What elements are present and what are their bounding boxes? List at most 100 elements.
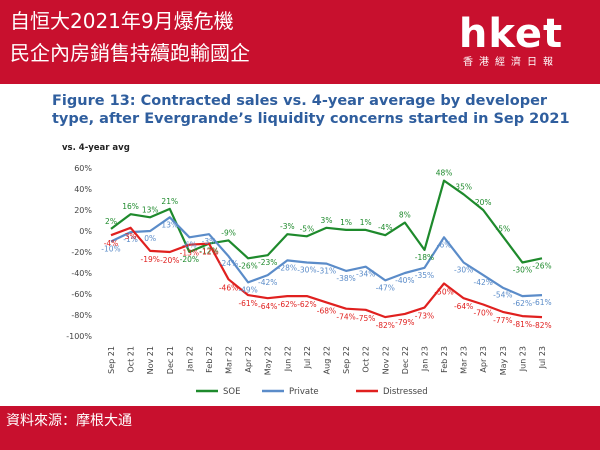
data-label-soe: -26% [532, 261, 551, 270]
y-tick-label: -100% [66, 332, 92, 341]
x-tick-label: Dec 22 [401, 346, 410, 374]
data-label-private: -3% [202, 237, 217, 246]
data-label-distressed: -82% [376, 321, 395, 330]
x-tick-label: Feb 23 [440, 346, 449, 373]
data-label-soe: -12% [199, 247, 218, 256]
data-label-private: -42% [258, 278, 277, 287]
series-lines [110, 179, 543, 319]
logo-subtitle: 香港經濟日報 [463, 57, 559, 68]
headline-line-1: 自恒大2021年9月爆危機 [10, 9, 234, 33]
data-label-private: -31% [317, 267, 336, 276]
data-label-distressed: -20% [160, 256, 179, 265]
y-tick-label: -20% [71, 248, 92, 257]
series-line-distressed [110, 226, 543, 319]
data-label-distressed: -19% [140, 255, 159, 264]
data-label-private: -47% [376, 283, 395, 292]
data-label-soe: -30% [513, 266, 532, 275]
data-label-distressed: -79% [395, 318, 414, 327]
data-label-private: -42% [474, 278, 493, 287]
data-label-soe: -26% [238, 261, 257, 270]
x-tick-label: Mar 23 [460, 346, 469, 374]
data-label-private: -35% [415, 271, 434, 280]
x-tick-label: Jan 22 [185, 346, 194, 372]
data-label-soe: 1% [360, 218, 372, 227]
y-axis: 60% 40% 20% 0% -20% -40% -60% -80% -100% [66, 164, 92, 341]
data-label-distressed: -68% [317, 306, 336, 315]
legend-label-private: Private [289, 387, 319, 397]
x-tick-label: May 23 [499, 346, 508, 375]
x-tick-label: Feb 22 [205, 346, 214, 373]
data-label-soe: 16% [122, 202, 139, 211]
chart-title: Figure 13: Contracted sales vs. 4-year a… [52, 93, 570, 127]
data-label-distressed: -70% [474, 309, 493, 318]
data-label-soe: 3% [321, 216, 333, 225]
data-label-distressed: -13% [180, 249, 199, 258]
x-tick-label: Aug 22 [323, 346, 332, 374]
data-label-distressed: -4% [104, 239, 119, 248]
data-label-distressed: -77% [493, 316, 512, 325]
line-chart: vs. 4-year avg 60% 40% 20% 0% -20% -40% -60% -8… [62, 143, 552, 397]
x-tick-label: Nov 22 [381, 346, 390, 374]
data-label-soe: 21% [161, 197, 178, 206]
data-label-private: -1% [123, 235, 138, 244]
data-label-distressed: -62% [278, 300, 297, 309]
data-label-private: -49% [238, 285, 257, 294]
x-tick-label: Sep 21 [107, 346, 116, 374]
hket-logo: hket 香港經濟日報 [436, 12, 586, 72]
x-tick-label: Jun 22 [283, 346, 292, 372]
y-tick-label: 40% [74, 185, 92, 194]
x-tick-label: Apr 23 [479, 346, 488, 373]
legend-label-distressed: Distressed [383, 387, 428, 397]
data-label-private: -38% [336, 274, 355, 283]
data-label-private: 0% [144, 234, 156, 243]
y-tick-label: -40% [71, 269, 92, 278]
data-label-distressed: -81% [513, 320, 532, 329]
x-tick-label: Apr 22 [244, 346, 253, 373]
data-label-distressed: 3% [125, 232, 137, 241]
x-tick-label: Sep 22 [342, 346, 351, 374]
chart-card [10, 84, 590, 406]
y-tick-label: 60% [74, 164, 92, 173]
y-axis-label: vs. 4-year avg [62, 143, 130, 153]
legend-label-soe: SOE [223, 387, 240, 397]
x-axis: Sep 21 Oct 21 Nov 21 Dec 21 Jan 22 Feb 22 Mar … [107, 346, 547, 375]
x-tick-label: Jun 23 [518, 346, 527, 372]
data-label-soe: -9% [221, 228, 236, 237]
data-label-distressed: -62% [297, 300, 316, 309]
data-label-private: -40% [395, 276, 414, 285]
x-tick-label: Dec 21 [166, 346, 175, 374]
data-label-soe: -5% [496, 224, 511, 233]
series-line-soe [110, 179, 543, 264]
data-label-soe: 35% [455, 182, 472, 191]
x-tick-label: Oct 21 [127, 346, 136, 373]
data-label-distressed: -50% [434, 288, 453, 297]
x-tick-label: Jan 23 [420, 346, 429, 372]
data-label-soe: -23% [258, 258, 277, 267]
data-label-private: -34% [356, 270, 375, 279]
data-label-private: -62% [513, 299, 532, 308]
y-tick-label: -60% [71, 290, 92, 299]
data-label-soe: 13% [142, 205, 159, 214]
data-label-private: -54% [493, 291, 512, 300]
data-label-distressed: -75% [356, 314, 375, 323]
footer-banner: 資料來源：摩根大通 [0, 406, 600, 450]
header-banner [0, 0, 600, 84]
data-label-distressed: -82% [532, 321, 551, 330]
data-label-private: -30% [454, 266, 473, 275]
data-label-distressed: -12% [199, 248, 218, 257]
data-label-private: -6% [437, 240, 452, 249]
legend: SOE Private Distressed [196, 387, 428, 397]
y-tick-label: -80% [71, 311, 92, 320]
x-tick-label: Jul 22 [303, 346, 312, 369]
y-tick-label: 0% [79, 227, 92, 236]
headline-line-2: 民企內房銷售持續跑輸國企 [10, 41, 250, 65]
data-label-private: -6% [182, 240, 197, 249]
data-label-private: -61% [532, 298, 551, 307]
x-tick-label: Oct 22 [362, 346, 371, 373]
data-label-soe: -18% [415, 253, 434, 262]
data-label-soe: 48% [436, 169, 453, 178]
data-label-soe: -20% [180, 255, 199, 264]
series-line-private [110, 216, 543, 298]
data-label-private: -24% [219, 259, 238, 268]
data-label-distressed: -46% [219, 283, 238, 292]
